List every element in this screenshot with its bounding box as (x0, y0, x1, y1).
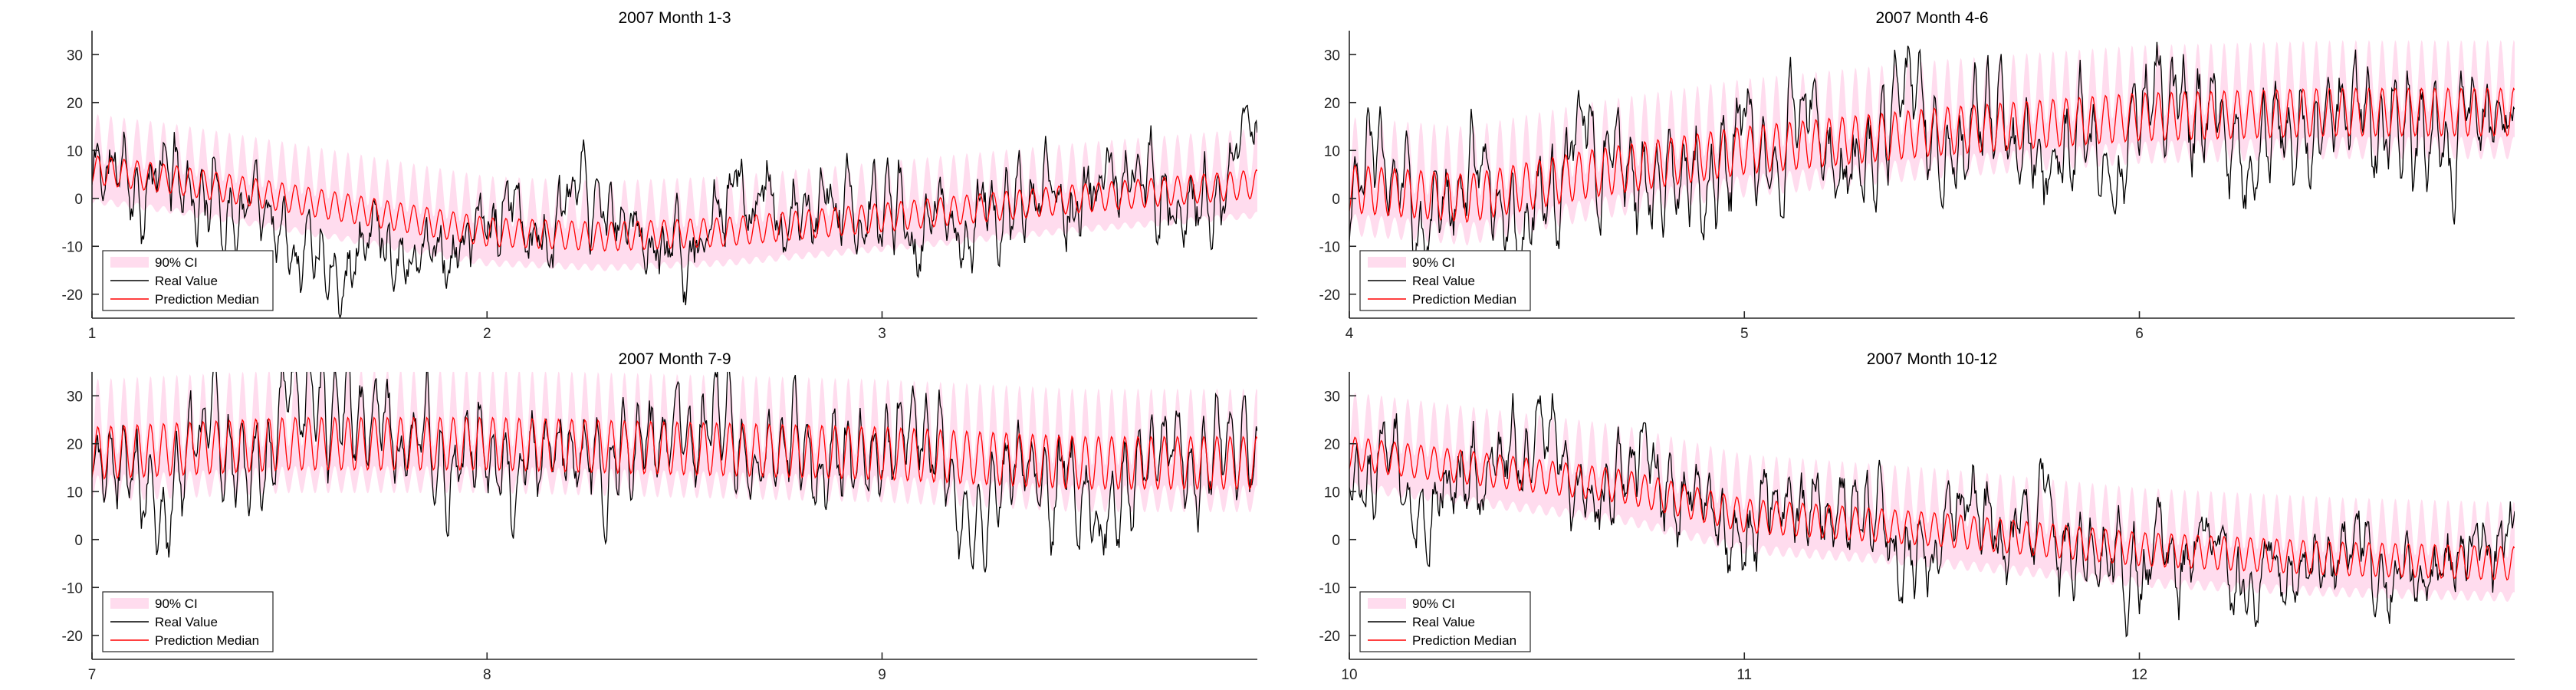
y-tick-label: -10 (1319, 239, 1340, 255)
y-tick-label: 0 (1332, 533, 1340, 549)
legend-ci: 90% CI (155, 255, 198, 270)
y-tick-label: 30 (1324, 48, 1340, 64)
y-tick-label: 20 (1324, 96, 1340, 112)
legend-ci: 90% CI (155, 596, 198, 611)
legend-prediction-median: Prediction Median (155, 633, 259, 648)
y-tick-label: 30 (67, 48, 83, 64)
y-tick-label: 20 (67, 437, 83, 453)
x-tick-label: 12 (2131, 667, 2147, 683)
x-tick-label: 2 (483, 326, 491, 342)
legend-prediction-median: Prediction Median (1412, 633, 1516, 648)
x-tick-label: 9 (878, 667, 886, 683)
x-tick-label: 7 (88, 667, 97, 683)
y-tick-label: -20 (1319, 629, 1340, 645)
real-value-line (1349, 393, 2515, 638)
chart-panel-1: -20 -10 0 10 20 30 1 2 3 2007 Month 1-3 90% CI Real… (62, 9, 1257, 342)
legend-ci: 90% CI (1412, 255, 1455, 270)
y-tick-label: 20 (1324, 437, 1340, 453)
chart-title: 2007 Month 10-12 (1867, 350, 1997, 368)
y-tick-label: 30 (67, 389, 83, 405)
x-tick-label: 8 (483, 667, 491, 683)
real-value-line (92, 104, 1257, 318)
x-tick-label: 6 (2135, 326, 2144, 342)
y-tick-label: -10 (1319, 580, 1340, 596)
ci-band (1349, 40, 2515, 246)
y-tick-label: -20 (1319, 288, 1340, 304)
y-tick-label: 0 (1332, 192, 1340, 208)
legend-real-value: Real Value (1412, 274, 1475, 288)
y-tick-label: -20 (62, 288, 83, 304)
y-tick-label: 10 (1324, 143, 1340, 159)
prediction-median-line (92, 416, 1257, 491)
prediction-median-line (1349, 87, 2515, 223)
x-tick-label: 1 (88, 326, 97, 342)
x-tick-label: 10 (1341, 667, 1357, 683)
legend-ci-swatch (110, 598, 149, 609)
x-tick-label: 4 (1346, 326, 1354, 342)
y-tick-label: -10 (62, 580, 83, 596)
chart-title: 2007 Month 7-9 (618, 350, 731, 368)
legend-real-value: Real Value (1412, 615, 1475, 629)
x-tick-label: 5 (1740, 326, 1749, 342)
legend-real-value: Real Value (155, 615, 218, 629)
y-tick-label: 20 (67, 96, 83, 112)
real-value-line (1349, 41, 2515, 284)
chart-panel-2: -20 -10 0 10 20 30 4 5 6 2007 Month 4-6 90% CI Real… (1319, 9, 2515, 342)
legend-ci-swatch (110, 257, 149, 268)
chart-panel-4: -20 -10 0 10 20 30 10 11 12 2007 Month 10-12 90% C… (1319, 350, 2515, 683)
legend-prediction-median: Prediction Median (155, 292, 259, 307)
x-tick-label: 11 (1737, 667, 1752, 683)
chart-title: 2007 Month 4-6 (1875, 9, 1988, 27)
y-tick-label: 10 (67, 485, 83, 501)
x-tick-label: 3 (878, 326, 886, 342)
chart-panel-3: -20 -10 0 10 20 30 7 8 9 2007 Month 7-9 90% CI Real… (62, 350, 1257, 683)
y-tick-label: -10 (62, 239, 83, 255)
y-tick-label: 10 (1324, 485, 1340, 501)
y-tick-label: -20 (62, 629, 83, 645)
legend-real-value: Real Value (155, 274, 218, 288)
ci-band (92, 113, 1257, 271)
chart-title: 2007 Month 1-3 (618, 9, 731, 27)
prediction-median-line (1349, 436, 2515, 581)
legend-ci: 90% CI (1412, 596, 1455, 611)
legend: 90% CI Real Value Prediction Median (1359, 591, 1531, 652)
legend-ci-swatch (1368, 598, 1406, 609)
y-tick-label: 0 (74, 192, 83, 208)
legend: 90% CI Real Value Prediction Median (102, 250, 274, 311)
prediction-median-line (92, 155, 1257, 252)
ci-band (1349, 392, 2515, 602)
y-tick-label: 0 (74, 533, 83, 549)
legend: 90% CI Real Value Prediction Median (1359, 250, 1531, 311)
y-tick-label: 10 (67, 143, 83, 159)
legend-prediction-median: Prediction Median (1412, 292, 1516, 307)
legend: 90% CI Real Value Prediction Median (102, 591, 274, 652)
y-tick-label: 30 (1324, 389, 1340, 405)
legend-ci-swatch (1368, 257, 1406, 268)
